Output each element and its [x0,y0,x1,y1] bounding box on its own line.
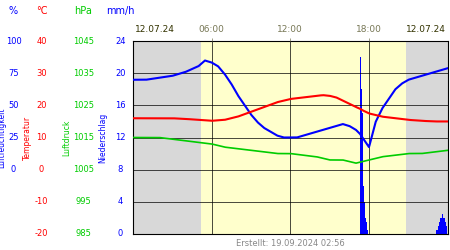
Text: 4: 4 [117,197,123,206]
Text: 0: 0 [11,165,16,174]
Bar [364,210,365,234]
Text: °C: °C [36,6,47,16]
Bar [365,222,367,234]
Text: 1005: 1005 [73,165,94,174]
Text: Temperatur: Temperatur [22,116,32,160]
Text: 0: 0 [39,165,44,174]
Text: 1025: 1025 [73,101,94,110]
Text: 40: 40 [36,37,47,46]
Text: 24: 24 [115,37,126,46]
Bar [365,226,367,234]
Text: 75: 75 [8,69,19,78]
Text: hPa: hPa [74,6,92,16]
Text: 985: 985 [75,229,91,238]
Bar [439,222,441,234]
Bar [363,202,365,234]
Text: 30: 30 [36,69,47,78]
Text: 12.07.24: 12.07.24 [135,26,175,35]
Text: 1045: 1045 [73,37,94,46]
Bar [361,114,363,234]
Bar [201,41,406,234]
Text: 995: 995 [76,197,91,206]
Bar [366,230,368,234]
Text: 16: 16 [115,101,126,110]
Text: 12: 12 [115,133,126,142]
Text: mm/h: mm/h [106,6,135,16]
Text: 1015: 1015 [73,133,94,142]
Bar [360,57,361,234]
Text: 20: 20 [115,69,126,78]
Bar [443,218,445,234]
Text: 20: 20 [36,101,47,110]
Bar [436,230,438,234]
Bar [446,226,447,234]
Text: 8: 8 [117,165,123,174]
Text: Luftfeuchtigkeit: Luftfeuchtigkeit [0,107,7,168]
Text: 1035: 1035 [73,69,94,78]
Text: 25: 25 [8,133,19,142]
Bar [406,41,448,234]
Text: 0: 0 [117,229,123,238]
Text: 12.07.24: 12.07.24 [405,26,446,35]
Bar [440,218,442,234]
Bar [364,218,366,234]
Text: Luftdruck: Luftdruck [62,119,71,156]
Text: -10: -10 [35,197,48,206]
Text: Erstellt: 19.09.2024 02:56: Erstellt: 19.09.2024 02:56 [236,238,345,248]
Text: 50: 50 [8,101,19,110]
Bar [133,41,201,234]
Text: %: % [9,6,18,16]
Bar [360,90,362,234]
Text: 100: 100 [5,37,22,46]
Text: 10: 10 [36,133,47,142]
Bar [362,186,364,234]
Bar [437,226,440,234]
Bar [441,214,443,234]
Bar [444,222,446,234]
Bar [361,154,364,234]
Text: -20: -20 [35,229,48,238]
Text: Niederschlag: Niederschlag [98,112,107,163]
